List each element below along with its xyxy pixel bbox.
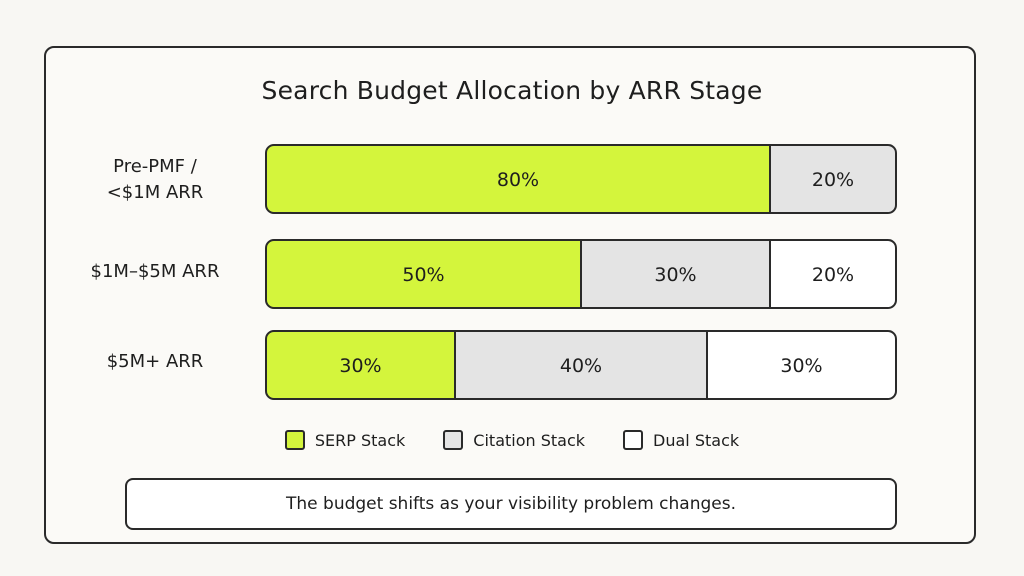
bar-segment-citation-row-0 [770, 145, 896, 213]
bar-segment-dual-row-1 [770, 240, 896, 308]
legend-swatch-dual [623, 430, 644, 450]
bar-label-dual-row-2: 30% [780, 355, 822, 377]
bar-segment-serp-row-2 [266, 331, 455, 399]
bar-outline-row-0 [265, 144, 897, 214]
row-label-pre-pmf: Pre-PMF / <$1M ARR [106, 156, 204, 203]
bar-label-citation-row-0: 20% [812, 169, 854, 191]
legend-item-dual: Dual Stack [623, 430, 739, 450]
bar-label-serp-row-1: 50% [402, 264, 444, 286]
row-label-1m-5m: $1M–$5M ARR [90, 261, 220, 282]
bar-segment-serp-row-0 [266, 145, 770, 213]
bar-label-citation-row-1: 30% [654, 264, 696, 286]
caption-box: The budget shifts as your visibility pro… [125, 478, 897, 530]
bar-outline-row-2 [265, 330, 897, 400]
legend-item-citation: Citation Stack [443, 430, 585, 450]
bar-outline-row-1 [265, 239, 897, 309]
caption-text: The budget shifts as your visibility pro… [286, 494, 736, 514]
bar-segment-citation-row-2 [455, 331, 707, 399]
bar-row-1 [266, 240, 896, 308]
chart-title: Search Budget Allocation by ARR Stage [261, 76, 763, 105]
bar-label-citation-row-2: 40% [560, 355, 602, 377]
bar-label-serp-row-2: 30% [339, 355, 381, 377]
bar-row-0 [266, 145, 896, 213]
row-label-5m-plus: $5M+ ARR [106, 351, 204, 372]
legend-swatch-citation [443, 430, 464, 450]
legend-label-dual: Dual Stack [653, 430, 740, 450]
bar-segment-citation-row-1 [581, 240, 770, 308]
bar-label-serp-row-0: 80% [497, 169, 539, 191]
bar-segment-dual-row-2 [707, 331, 896, 399]
bar-label-dual-row-1: 20% [812, 264, 854, 286]
chart-legend: SERP Stack Citation Stack Dual Stack [0, 426, 1024, 454]
bar-segment-serp-row-1 [266, 240, 581, 308]
legend-label-citation: Citation Stack [473, 430, 586, 450]
legend-swatch-serp [284, 430, 305, 450]
bar-row-2 [266, 331, 896, 399]
legend-item-serp: SERP Stack [284, 430, 406, 450]
legend-label-serp: SERP Stack [314, 430, 406, 450]
